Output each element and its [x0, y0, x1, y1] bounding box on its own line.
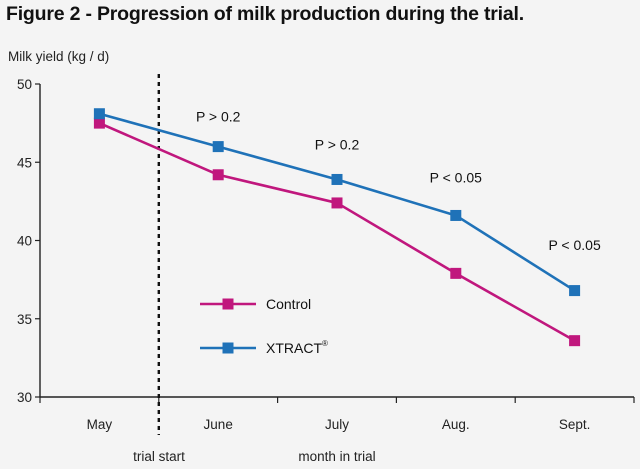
- legend-marker-control: [222, 298, 234, 310]
- data-point-xtract: [569, 285, 581, 297]
- data-point-control: [450, 267, 462, 279]
- legend: Control XTRACT®: [200, 296, 328, 356]
- data-point-xtract: [212, 141, 224, 153]
- y-tick-label: 40: [17, 234, 32, 249]
- series-line-control: [98, 121, 576, 342]
- x-tick-label: May: [87, 417, 113, 432]
- y-axis-label: Milk yield (kg / d): [8, 49, 109, 64]
- p-value-annotation: P < 0.05: [430, 170, 483, 186]
- legend-marker-xtract: [222, 342, 234, 354]
- series-group: [93, 108, 581, 347]
- y-tick-label: 50: [17, 77, 32, 92]
- legend-item-control: Control: [200, 296, 311, 312]
- annotations: P > 0.2 P > 0.2 P < 0.05 P < 0.05: [196, 109, 601, 253]
- legend-label-control: Control: [266, 296, 311, 312]
- data-point-control: [93, 117, 105, 129]
- y-tick-label: 30: [17, 390, 32, 405]
- series-control: [93, 117, 581, 347]
- data-point-xtract: [450, 209, 462, 221]
- y-tick-label: 35: [17, 312, 32, 327]
- legend-superscript: ®: [322, 339, 328, 348]
- x-tick-label: July: [325, 417, 349, 432]
- data-point-control: [569, 335, 581, 347]
- trial-start-label: trial start: [133, 449, 185, 464]
- chart-title: Figure 2 - Progression of milk productio…: [6, 3, 524, 25]
- data-point-control: [331, 197, 343, 209]
- axes: 30 35 40 45 50 May June July Aug. Sept.: [17, 77, 635, 432]
- p-value-annotation: P < 0.05: [548, 237, 601, 253]
- x-tick-label: Sept.: [559, 417, 591, 432]
- y-tick-label: 45: [17, 155, 32, 170]
- p-value-annotation: P > 0.2: [196, 109, 241, 125]
- data-point-xtract: [331, 173, 343, 185]
- x-tick-label: Aug.: [442, 417, 470, 432]
- series-xtract: [93, 108, 581, 297]
- p-value-annotation: P > 0.2: [315, 137, 360, 153]
- x-axis-label: month in trial: [298, 449, 375, 464]
- legend-item-xtract: XTRACT®: [200, 339, 328, 356]
- legend-label-xtract: XTRACT®: [266, 339, 328, 356]
- x-tick-label: June: [204, 417, 233, 432]
- data-point-control: [212, 169, 224, 181]
- data-point-xtract: [93, 108, 105, 120]
